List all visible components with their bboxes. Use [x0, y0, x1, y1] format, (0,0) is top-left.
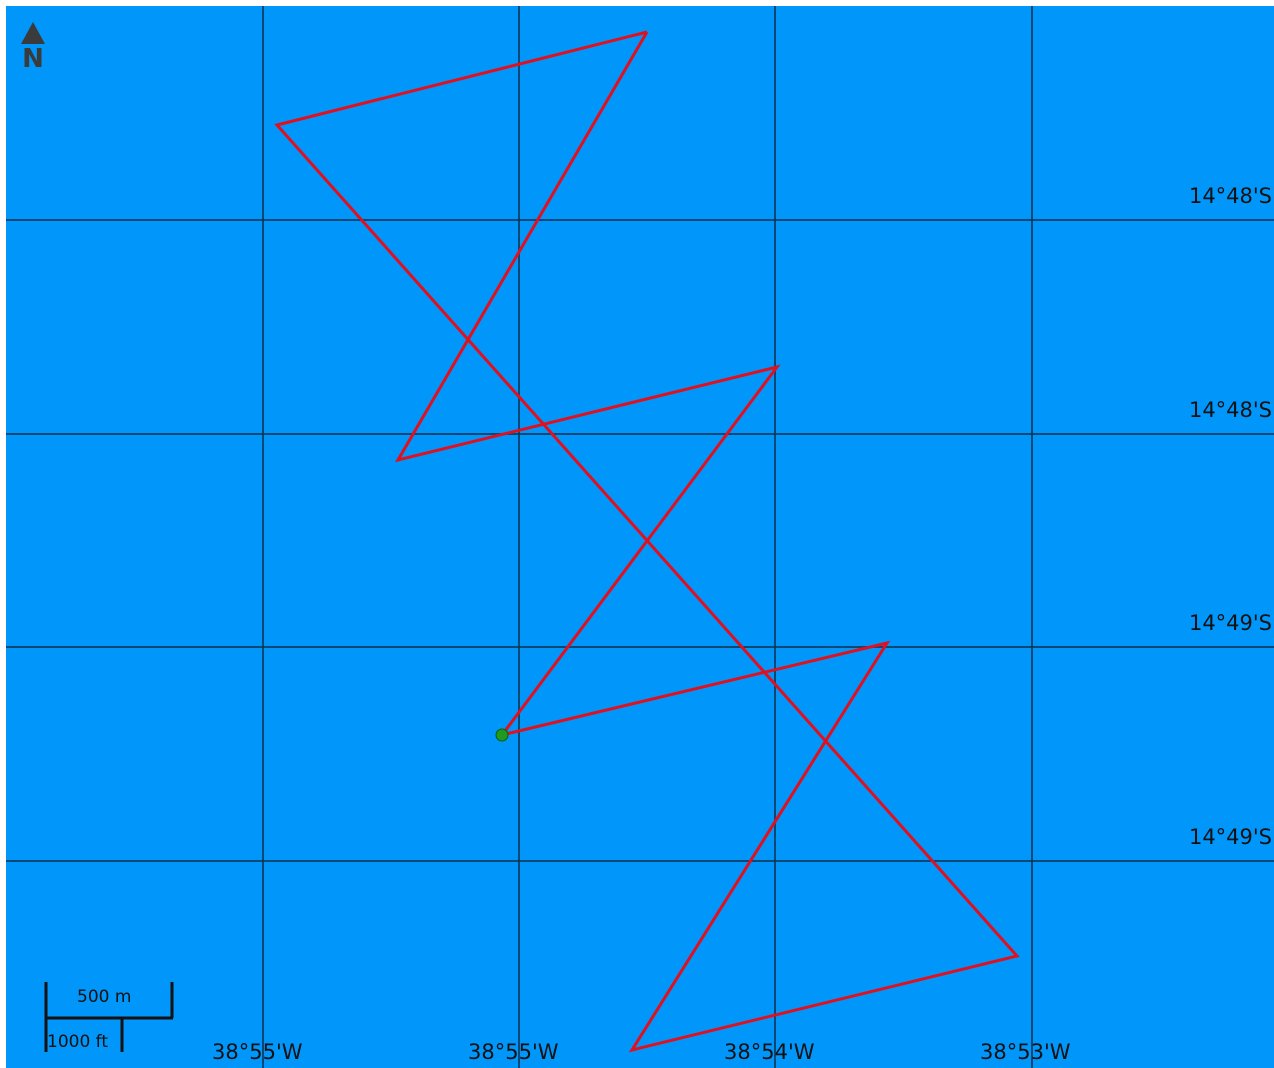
survey-track [274, 30, 1020, 1053]
lon-label: 38°55'W [468, 1040, 559, 1064]
lon-label: 38°55'W [212, 1040, 303, 1064]
map-canvas[interactable]: N 14°48'S 14°48'S 14°49'S 14°49'S 38°55'… [6, 6, 1274, 1068]
graticule [6, 6, 1274, 1068]
lon-label: 38°54'W [724, 1040, 815, 1064]
lon-label: 38°53'W [980, 1040, 1071, 1064]
lat-label: 14°48'S [1188, 398, 1272, 422]
lat-label: 14°49'S [1188, 611, 1272, 635]
lat-label: 14°49'S [1188, 825, 1272, 849]
scale-bar-graphic [44, 982, 174, 1052]
north-arrow: N [18, 20, 48, 74]
start-point-marker [495, 728, 509, 742]
scale-label-imperial: 1000 ft [47, 1032, 109, 1052]
lat-label: 14°48'S [1188, 184, 1272, 208]
map-graphics [6, 6, 1274, 1068]
scale-label-metric: 500 m [77, 987, 132, 1007]
scale-bar: 500 m 1000 ft [42, 980, 182, 1060]
north-arrow-icon [21, 22, 45, 44]
north-label: N [22, 44, 44, 74]
